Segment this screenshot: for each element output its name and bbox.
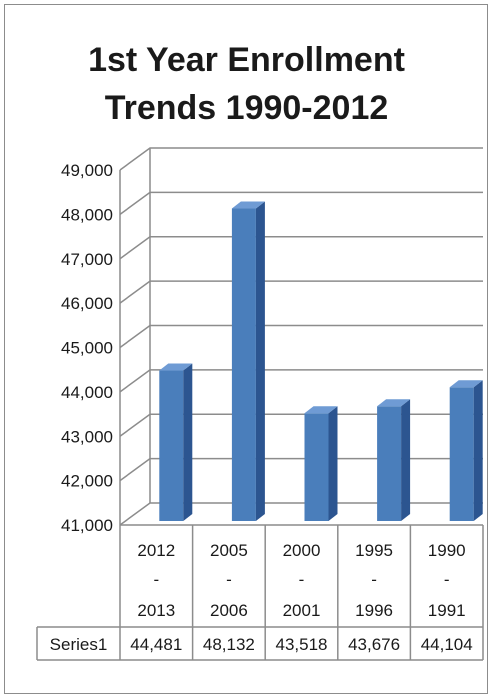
gridline	[119, 236, 483, 260]
gridline	[119, 280, 483, 304]
x-tick-label: -	[226, 570, 232, 589]
gridline	[119, 147, 483, 171]
data-value-label: 44,104	[421, 635, 473, 654]
x-tick-label: -	[371, 570, 377, 589]
x-tick-label: 2006	[210, 601, 248, 620]
bar-side	[183, 363, 193, 521]
chart-title-line-1: 1st Year Enrollment	[88, 41, 405, 79]
bar-top	[159, 363, 193, 371]
y-tick-label: 49,000	[61, 161, 113, 180]
bar-side	[328, 406, 338, 521]
x-tick-label: -	[444, 570, 450, 589]
bar-top	[377, 399, 411, 407]
bar-front	[377, 406, 402, 521]
x-tick-label: -	[299, 570, 305, 589]
x-tick-label: 1996	[355, 601, 393, 620]
x-tick-label: 2000	[283, 541, 321, 560]
bar-front	[304, 413, 329, 521]
gridline	[119, 369, 483, 393]
series-name-label: Series1	[50, 635, 108, 654]
x-tick-label: 1995	[355, 541, 393, 560]
gridline	[119, 413, 483, 437]
bar-front	[449, 387, 474, 521]
bar-side	[401, 399, 411, 521]
gridline	[119, 502, 483, 526]
bar-side	[473, 380, 483, 521]
bar-top	[304, 406, 338, 414]
chart-title-line-2: Trends 1990-2012	[104, 89, 389, 127]
bar-top	[449, 380, 483, 388]
gridline	[119, 324, 483, 349]
x-tick-label: 2005	[210, 541, 248, 560]
gridline	[119, 191, 483, 215]
data-value-label: 43,676	[348, 635, 400, 654]
data-value-label: 48,132	[203, 635, 255, 654]
x-tick-label: 2001	[283, 601, 321, 620]
data-value-label: 44,481	[130, 635, 182, 654]
bar-front	[231, 208, 256, 521]
gridline	[119, 457, 483, 482]
bar-side	[255, 201, 265, 521]
y-tick-label: 46,000	[61, 294, 113, 313]
chart-title: 1st Year Enrollment Trends 1990-2012	[0, 36, 493, 132]
bar-front	[159, 370, 184, 521]
y-tick-label: 44,000	[61, 383, 113, 402]
y-tick-label: 45,000	[61, 339, 113, 358]
x-tick-label: 2012	[137, 541, 175, 560]
x-tick-label: 2013	[137, 601, 175, 620]
y-tick-label: 41,000	[61, 516, 113, 535]
y-tick-label: 47,000	[61, 250, 113, 269]
x-tick-label: -	[153, 570, 159, 589]
y-tick-label: 42,000	[61, 472, 113, 491]
y-tick-label: 43,000	[61, 427, 113, 446]
data-value-label: 43,518	[276, 635, 328, 654]
y-tick-label: 48,000	[61, 205, 113, 224]
bar-top	[231, 201, 265, 209]
x-tick-label: 1990	[428, 541, 466, 560]
x-tick-label: 1991	[428, 601, 466, 620]
